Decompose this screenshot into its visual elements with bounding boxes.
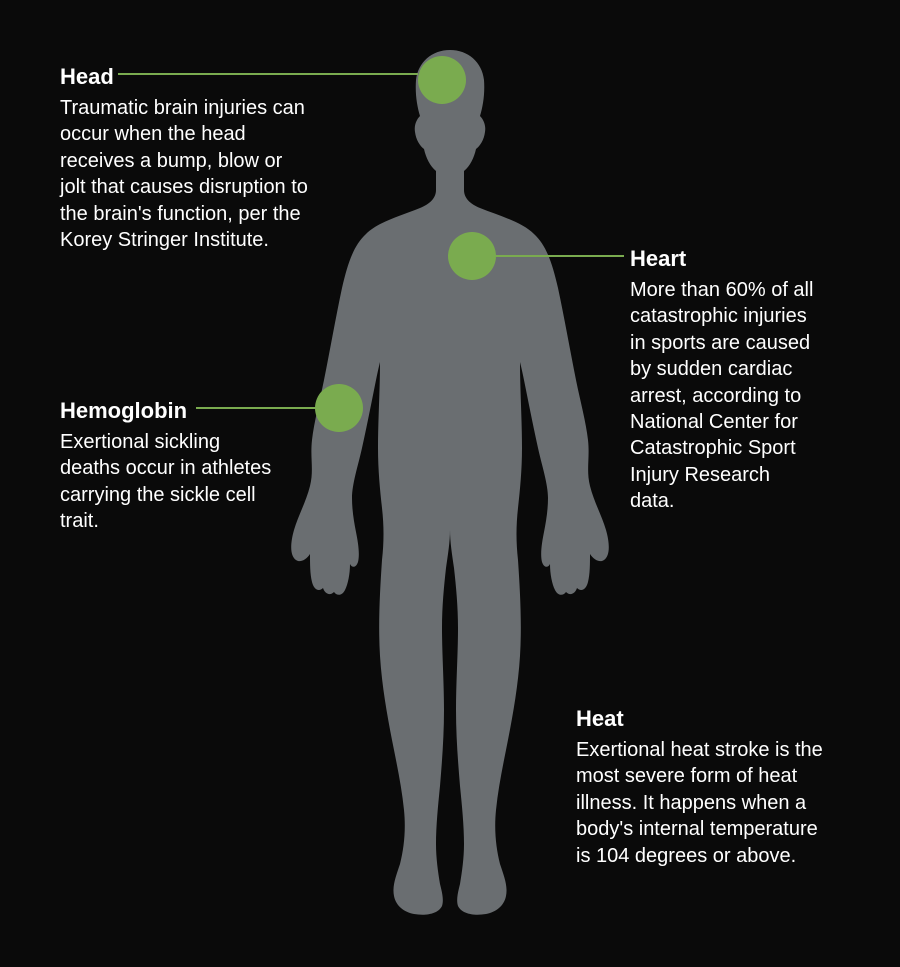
callout-heart: Heart More than 60% of all catastrophic … — [630, 244, 820, 515]
marker-hemoglobin — [315, 384, 363, 432]
callout-heat: Heat Exertional heat stroke is the most … — [576, 704, 836, 869]
callout-hemoglobin-title: Hemoglobin — [60, 396, 280, 425]
callout-heat-body: Exertional heat stroke is the most sever… — [576, 737, 836, 869]
marker-head — [418, 56, 466, 104]
callout-head-title: Head — [60, 62, 310, 91]
callout-hemoglobin-body: Exertional sickling deaths occur in athl… — [60, 429, 280, 535]
callout-head-body: Traumatic brain injuries can occur when … — [60, 95, 310, 253]
callout-heart-body: More than 60% of all catastrophic injuri… — [630, 277, 820, 515]
callout-heart-title: Heart — [630, 244, 820, 273]
marker-heart — [448, 232, 496, 280]
callout-heat-title: Heat — [576, 704, 836, 733]
silhouette-path — [291, 50, 609, 915]
callout-head: Head Traumatic brain injuries can occur … — [60, 62, 310, 253]
callout-hemoglobin: Hemoglobin Exertional sickling deaths oc… — [60, 396, 280, 535]
